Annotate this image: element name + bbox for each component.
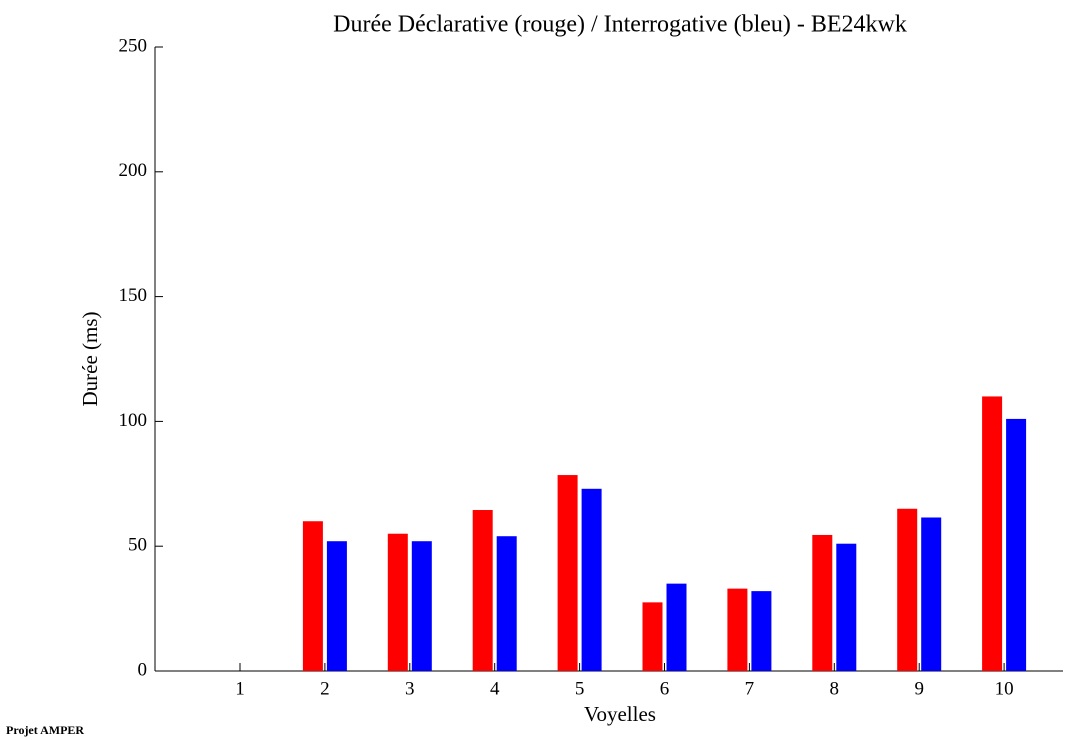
x-tick-label: 1 bbox=[235, 678, 245, 699]
bar bbox=[812, 534, 833, 671]
bar bbox=[897, 508, 918, 671]
y-tick-label: 100 bbox=[119, 410, 148, 431]
x-tick-label: 5 bbox=[575, 678, 585, 699]
y-tick-label: 50 bbox=[128, 535, 147, 556]
y-axis-label: Durée (ms) bbox=[78, 311, 102, 406]
bar bbox=[496, 536, 517, 671]
bar bbox=[557, 475, 578, 671]
bar bbox=[836, 543, 857, 671]
bar bbox=[302, 521, 323, 671]
footer: Projet AMPER bbox=[6, 723, 84, 737]
bar bbox=[472, 510, 493, 671]
y-tick-label: 200 bbox=[119, 160, 148, 181]
y-tick-label: 0 bbox=[138, 659, 148, 680]
bar bbox=[727, 588, 748, 671]
y-tick-label: 150 bbox=[119, 285, 148, 306]
bar bbox=[666, 583, 687, 671]
chart-title: Durée Déclarative (rouge) / Interrogativ… bbox=[333, 12, 907, 38]
x-tick-label: 9 bbox=[914, 678, 924, 699]
x-tick-label: 8 bbox=[830, 678, 840, 699]
bar bbox=[982, 396, 1003, 671]
x-tick-label: 4 bbox=[490, 678, 500, 699]
x-tick-label: 6 bbox=[660, 678, 670, 699]
bar bbox=[642, 602, 663, 671]
bar bbox=[326, 541, 347, 671]
x-tick-label: 2 bbox=[320, 678, 330, 699]
x-tick-label: 3 bbox=[405, 678, 415, 699]
bar bbox=[921, 517, 942, 671]
bar bbox=[1006, 418, 1027, 671]
x-axis-label: Voyelles bbox=[584, 702, 656, 726]
x-tick-label: 7 bbox=[745, 678, 755, 699]
bar bbox=[581, 488, 602, 671]
x-tick-label: 10 bbox=[995, 678, 1014, 699]
bar bbox=[411, 541, 432, 671]
y-tick-label: 250 bbox=[119, 35, 148, 56]
bar bbox=[387, 533, 408, 671]
bar bbox=[751, 591, 772, 671]
